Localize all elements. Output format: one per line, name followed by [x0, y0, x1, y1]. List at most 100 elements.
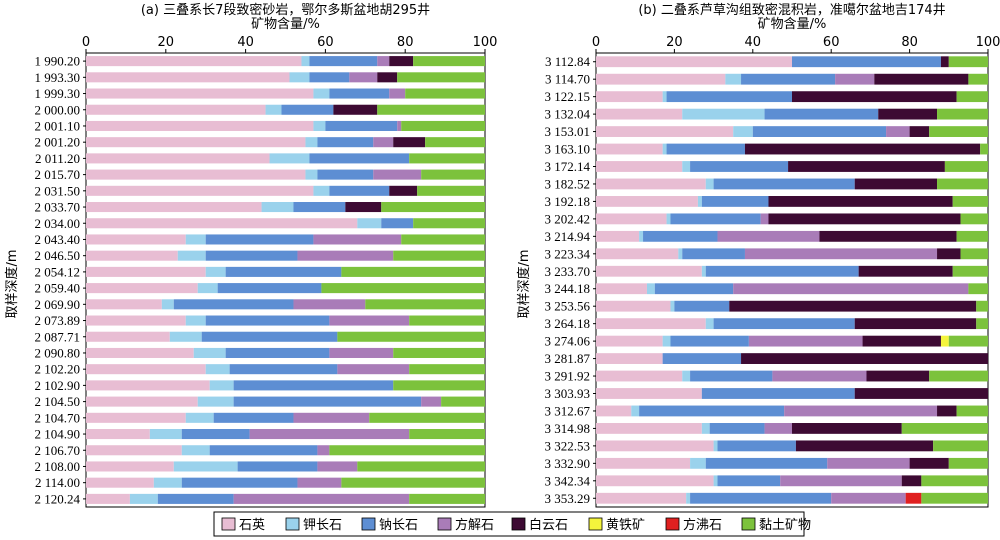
- panel-b-bar-3314-98-白云石: [792, 423, 902, 434]
- panel-b-bar-3322-53-黏土矿物: [933, 440, 988, 452]
- legend-item: 石英: [221, 517, 265, 533]
- legend-swatch: [285, 517, 300, 531]
- panel-b-bar-3264-18-钠长石: [713, 318, 855, 330]
- panel-b-bar-3332-90-白云石: [909, 457, 949, 469]
- panel-a-bar-2046-50-石英: [86, 250, 178, 261]
- panel-b-bar-3291-92-黏土矿物: [929, 370, 988, 382]
- panel-b-depth-label: 3 202.42: [545, 211, 591, 226]
- panel-b-depth-label: 3 223.34: [545, 246, 591, 261]
- panel-b-bar-3112-84-黏土矿物: [948, 56, 988, 68]
- panel-a-bar-2054-12-石英: [86, 266, 206, 277]
- panel-a-bar-2001-20-钾长石: [305, 137, 318, 148]
- panel-b-bar-3172-14-黏土矿物: [944, 161, 988, 172]
- panel-a-depth-label: 2 069.90: [35, 297, 81, 312]
- panel-b-bar-3312-67-黏土矿物: [956, 405, 988, 417]
- panel-b-bar-3122-15-钾长石: [662, 91, 667, 103]
- panel-a-bar-2120-24-钾长石: [129, 493, 158, 504]
- legend-item: 黏土矿物: [741, 517, 811, 533]
- panel-a-bar-2087-71-钾长石: [169, 331, 202, 342]
- panel-a-bar-2001-20-钠长石: [317, 137, 374, 148]
- panel-b-depth-label: 3 163.10: [545, 142, 591, 157]
- panel-b-bar-3314-98-钠长石: [709, 423, 765, 434]
- panel-b-bar-3172-14-石英: [596, 161, 683, 172]
- panel-b-bar-3172-14-钾长石: [682, 161, 691, 172]
- panel-a-bar-2102-90-黏土矿物: [393, 380, 485, 391]
- panel-a-bar-1993-30-石英: [86, 72, 290, 83]
- legend-label: 方解石: [455, 517, 494, 533]
- panel-b-depth-label: 3 281.87: [545, 351, 591, 366]
- panel-a-bar-2015-70-钾长石: [305, 169, 318, 180]
- legend-swatch: [741, 517, 756, 531]
- panel-a-bar-1999-30-方解石: [389, 88, 406, 99]
- panel-a-bar-2043-40-钠长石: [205, 234, 314, 245]
- panel-b-bar-3132-04-钾长石: [682, 108, 765, 120]
- panel-a-bar-2043-40-黏土矿物: [401, 234, 485, 245]
- panel-a-bar-2031-50-钾长石: [313, 185, 330, 196]
- panel-b-x-tick-label: 0: [592, 35, 600, 50]
- panel-a-bar-2000-00-白云石: [333, 104, 378, 115]
- panel-a-bar-2043-40-钾长石: [185, 234, 206, 245]
- panel-a-bar-2120-24-方解石: [233, 493, 410, 504]
- panel-a-bar-2104-90-钾长石: [149, 429, 182, 440]
- panel-a-bar-1993-30-钠长石: [309, 72, 350, 83]
- panel-a-bar-2104-50-石英: [86, 396, 198, 407]
- panel-b-bar-3192-18-黏土矿物: [952, 196, 988, 207]
- panel-b-depth-label: 3 274.06: [545, 334, 591, 349]
- panel-a-bar-2102-20-钠长石: [229, 364, 338, 375]
- panel-a-depth-label: 2 054.12: [35, 264, 81, 279]
- panel-b-bar-3192-18-钾长石: [697, 196, 702, 207]
- panel-b-depth-label: 3 214.94: [545, 229, 591, 244]
- panel-a-bar-2011-20-石英: [86, 153, 270, 164]
- panel-a-bar-1999-30-石英: [86, 88, 314, 99]
- panel-a-bar-1993-30-白云石: [377, 72, 398, 83]
- panel-b-bar-3253-56-黏土矿物: [976, 300, 988, 312]
- panel-a-bar-2034-00-钾长石: [357, 218, 382, 229]
- panel-a-bar-1990-20-石英: [86, 56, 302, 67]
- panel-a-depth-label: 2 104.90: [35, 427, 81, 442]
- panel-a-bar-2069-90-黏土矿物: [365, 299, 485, 310]
- panel-b-bar-3163-10-白云石: [744, 143, 981, 155]
- legend-swatch: [361, 517, 376, 531]
- panel-b-bar-3214-94-黏土矿物: [956, 230, 988, 242]
- panel-a-x-tick-label: 80: [397, 35, 414, 50]
- panel-a-bar-2073-89-钠长石: [205, 315, 330, 326]
- panel-a-bar-1999-30-钠长石: [329, 88, 390, 99]
- legend-label: 方沸石: [683, 517, 722, 533]
- panel-a-depth-label: 2 087.71: [35, 329, 81, 344]
- panel-b-bar-3214-94-钠长石: [643, 230, 718, 242]
- panel-a-bar-2102-20-方解石: [337, 364, 410, 375]
- panel-b-bar-3332-90-钠长石: [705, 457, 828, 469]
- panel-b-bar-3353-29-石英: [596, 492, 687, 504]
- panel-a-bar-2090-80-黏土矿物: [393, 347, 485, 358]
- panel-b-depth-label: 3 122.15: [545, 89, 591, 104]
- panel-a-bar-2001-20-黏土矿物: [425, 137, 485, 148]
- panel-b-depth-label: 3 233.70: [545, 264, 591, 279]
- panel-b-bar-3303-93-钠长石: [701, 388, 855, 399]
- panel-b-bar-3182-52-黏土矿物: [937, 178, 988, 190]
- panel-a-bar-2069-90-钾长石: [161, 299, 174, 310]
- panel-b-bar-3342-34-钠长石: [717, 475, 781, 487]
- panel-a-depth-label: 2 102.90: [35, 378, 81, 393]
- panel-a-bar-2073-89-黏土矿物: [409, 315, 485, 326]
- panel-a-depth-label: 2 001.20: [35, 135, 81, 150]
- panel-a-bar-2108-00-石英: [86, 461, 174, 472]
- panel-a-bar-2090-80-方解石: [329, 347, 394, 358]
- panel-b-bar-3332-90-方解石: [827, 457, 910, 469]
- panel-a-bar-2073-89-钾长石: [185, 315, 206, 326]
- panel-b-depth-label: 3 153.01: [545, 124, 591, 139]
- panel-a-bar-2090-80-钠长石: [225, 347, 330, 358]
- legend-label: 钠长石: [379, 518, 418, 533]
- panel-b-bar-3274-06-白云石: [862, 335, 941, 347]
- panel-a-bar-2104-70-钠长石: [213, 412, 294, 423]
- panel-b-bar-3353-29-钾长石: [686, 492, 691, 504]
- panel-a-bar-2104-50-钠长石: [233, 396, 422, 407]
- panel-a-bar-2102-90-钠长石: [233, 380, 394, 391]
- panel-a-bar-2090-80-钾长石: [193, 347, 226, 358]
- panel-b-bar-3264-18-石英: [596, 318, 706, 330]
- panel-a-bar-2104-90-钠长石: [181, 429, 250, 440]
- panel-b-bar-3291-92-钾长石: [682, 370, 691, 382]
- legend-swatch: [221, 517, 236, 531]
- panel-a-depth-label: 2 120.24: [35, 491, 81, 506]
- panel-a-bar-2120-24-黏土矿物: [409, 493, 485, 504]
- panel-a-bar-1990-20-白云石: [389, 56, 414, 67]
